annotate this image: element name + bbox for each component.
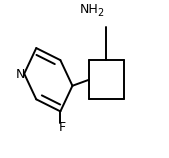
Text: F: F — [59, 121, 66, 134]
Text: N: N — [16, 68, 25, 81]
Text: NH: NH — [80, 3, 98, 16]
Text: 2: 2 — [97, 8, 103, 18]
